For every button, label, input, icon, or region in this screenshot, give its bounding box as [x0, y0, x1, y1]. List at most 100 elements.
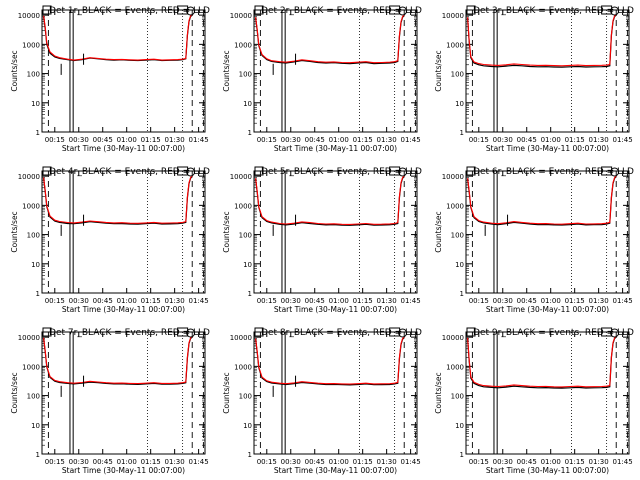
- chart-panel-5: Det 5r_BLACK = Events, RED = LLD 1 10 100 10…: [222, 166, 422, 314]
- end-circle-marker: [398, 167, 408, 177]
- y-tick-label: 10000: [442, 173, 464, 181]
- y-tick-label: 10: [455, 100, 464, 108]
- chart-panel-8: Det 8r_BLACK = Events, RED = LLD 1 10 100 10…: [222, 327, 422, 475]
- y-tick-label: 10: [243, 261, 252, 269]
- x-tick-label: 00:15: [469, 458, 489, 466]
- x-axis-label: Start Time (30-May-11 00:07:00): [62, 466, 185, 475]
- x-tick-label: 01:15: [141, 297, 161, 305]
- x-tick-label: 01:30: [377, 458, 397, 466]
- y-tick-label: 1: [248, 451, 252, 459]
- y-axis-label: Counts/sec: [434, 211, 443, 252]
- lld-series-line: [467, 175, 617, 225]
- plot-frame: [253, 170, 418, 294]
- events-series-line: [255, 176, 405, 226]
- chart-panel-1: Det 1r_BLACK = Events, RED = LLD 1 10 100 10…: [10, 5, 210, 153]
- chart-panel-6: Det 6r_BLACK = Events, RED = LLD 1 10 100 10…: [434, 166, 634, 314]
- x-tick-label: 01:00: [329, 297, 349, 305]
- x-tick-label: 01:00: [329, 136, 349, 144]
- x-tick-label: 00:45: [93, 136, 113, 144]
- y-axis-label: Counts/sec: [10, 211, 19, 252]
- y-tick-label: 10000: [230, 12, 252, 20]
- y-tick-label: 10: [31, 261, 40, 269]
- events-series-line: [467, 336, 617, 389]
- x-tick-label: 01:45: [613, 458, 633, 466]
- chart-title: Det 6r_BLACK = Events, RED = LLD: [473, 167, 634, 177]
- x-tick-label: 00:15: [45, 458, 65, 466]
- lld-series-line: [255, 14, 405, 64]
- x-tick-label: 00:45: [305, 458, 325, 466]
- corner-box-marker: [254, 327, 264, 337]
- x-tick-label: 00:15: [257, 297, 277, 305]
- x-axis-label: Start Time (30-May-11 00:07:00): [486, 144, 609, 153]
- x-tick-label: 01:30: [165, 136, 185, 144]
- x-tick-label: 01:30: [377, 297, 397, 305]
- y-tick-label: 10: [455, 422, 464, 430]
- y-tick-label: 1: [248, 129, 252, 137]
- x-tick-label: 00:15: [257, 136, 277, 144]
- corner-box-marker: [466, 327, 476, 337]
- x-tick-label: 00:30: [69, 458, 89, 466]
- x-tick-label: 01:00: [117, 458, 137, 466]
- x-tick-label: 01:00: [541, 136, 561, 144]
- plot-frame: [253, 331, 418, 455]
- y-axis-label: Counts/sec: [222, 372, 231, 413]
- events-series-line: [43, 14, 193, 62]
- corner-box-marker: [466, 166, 476, 176]
- y-tick-label: 100: [451, 232, 464, 240]
- end-circle-marker: [398, 6, 408, 16]
- end-box-marker: [601, 166, 613, 176]
- end-box-marker: [389, 5, 401, 15]
- x-tick-label: 00:30: [493, 297, 513, 305]
- end-circle-marker: [186, 6, 196, 16]
- end-circle-marker: [610, 6, 620, 16]
- y-tick-label: 1: [36, 451, 40, 459]
- x-tick-label: 01:15: [353, 297, 373, 305]
- y-tick-label: 1000: [446, 363, 464, 371]
- chart-panel-7: Det 7r_BLACK = Events, RED = LLD 1 10 100 10…: [10, 327, 210, 475]
- events-series-line: [255, 15, 405, 65]
- x-axis-label: Start Time (30-May-11 00:07:00): [274, 144, 397, 153]
- lld-series-line: [43, 14, 193, 61]
- x-tick-label: 00:45: [517, 297, 537, 305]
- x-axis-label: Start Time (30-May-11 00:07:00): [274, 305, 397, 314]
- x-tick-label: 01:45: [613, 297, 633, 305]
- y-tick-label: 10: [31, 100, 40, 108]
- x-tick-label: 00:45: [305, 297, 325, 305]
- y-axis-label: Counts/sec: [434, 372, 443, 413]
- x-tick-label: 01:00: [117, 136, 137, 144]
- y-axis-label: Counts/sec: [10, 372, 19, 413]
- x-axis-label: Start Time (30-May-11 00:07:00): [62, 305, 185, 314]
- y-axis-label: Counts/sec: [222, 50, 231, 91]
- chart-panel-2: Det 2r_BLACK = Events, RED = LLD 1 10 100 10…: [222, 5, 422, 153]
- y-tick-label: 10000: [230, 334, 252, 342]
- events-series-line: [255, 337, 405, 386]
- x-tick-label: 00:30: [281, 458, 301, 466]
- chart-title: Det 7r_BLACK = Events, RED = LLD: [49, 328, 210, 338]
- lld-series-line: [255, 175, 405, 225]
- y-tick-label: 1: [460, 451, 464, 459]
- y-tick-label: 1: [460, 129, 464, 137]
- x-tick-label: 01:45: [401, 458, 421, 466]
- x-tick-label: 01:15: [141, 458, 161, 466]
- end-box-marker: [601, 5, 613, 15]
- x-tick-label: 00:15: [45, 136, 65, 144]
- x-tick-label: 01:15: [565, 136, 585, 144]
- x-tick-label: 01:15: [353, 458, 373, 466]
- y-tick-label: 1000: [234, 41, 252, 49]
- y-tick-label: 10000: [442, 334, 464, 342]
- plot-frame: [253, 9, 418, 133]
- x-tick-label: 01:45: [401, 136, 421, 144]
- end-box-marker: [389, 327, 401, 337]
- y-tick-label: 100: [451, 393, 464, 401]
- y-tick-label: 1000: [22, 202, 40, 210]
- x-tick-label: 01:30: [589, 136, 609, 144]
- x-tick-label: 00:45: [305, 136, 325, 144]
- y-tick-label: 1: [36, 129, 40, 137]
- x-tick-label: 01:15: [353, 136, 373, 144]
- x-tick-label: 01:00: [117, 297, 137, 305]
- x-tick-label: 01:15: [565, 297, 585, 305]
- y-tick-label: 100: [239, 232, 252, 240]
- x-tick-label: 01:15: [565, 458, 585, 466]
- y-axis-label: Counts/sec: [10, 50, 19, 91]
- x-tick-label: 01:30: [377, 136, 397, 144]
